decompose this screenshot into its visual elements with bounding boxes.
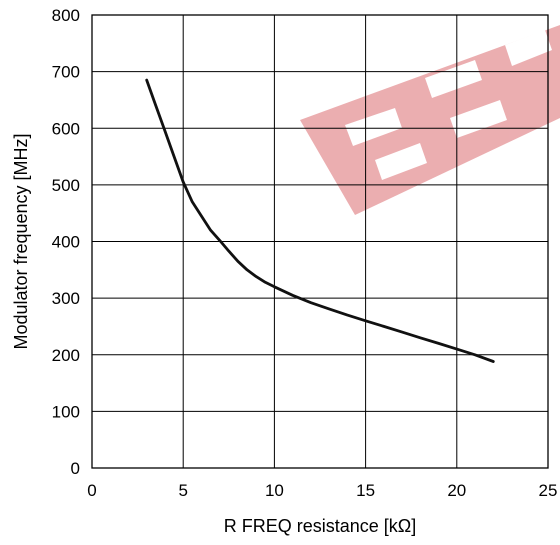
x-tick-label-3: 15 <box>356 481 375 500</box>
y-tick-label-3: 300 <box>52 289 80 308</box>
x-tick-label-2: 10 <box>265 481 284 500</box>
y-tick-label-1: 100 <box>52 402 80 421</box>
y-tick-label-7: 700 <box>52 63 80 82</box>
x-axis-ticks: 0 5 10 15 20 25 <box>87 481 557 500</box>
x-tick-label-4: 20 <box>447 481 466 500</box>
y-axis-ticks: 0 100 200 300 400 500 600 700 800 <box>52 6 80 478</box>
y-tick-label-5: 500 <box>52 176 80 195</box>
y-tick-label-8: 800 <box>52 6 80 25</box>
x-axis-label: R FREQ resistance [kΩ] <box>224 516 417 536</box>
x-tick-label-0: 0 <box>87 481 96 500</box>
x-tick-label-1: 5 <box>178 481 187 500</box>
plot-area <box>91 14 549 469</box>
y-tick-label-4: 400 <box>52 233 80 252</box>
x-tick-label-5: 25 <box>539 481 558 500</box>
y-tick-label-6: 600 <box>52 119 80 138</box>
y-axis-label: Modulator frequency [MHz] <box>11 133 31 349</box>
watermark-logo <box>300 25 560 215</box>
y-tick-label-2: 200 <box>52 346 80 365</box>
series-line <box>145 78 495 363</box>
y-tick-label-0: 0 <box>71 459 80 478</box>
